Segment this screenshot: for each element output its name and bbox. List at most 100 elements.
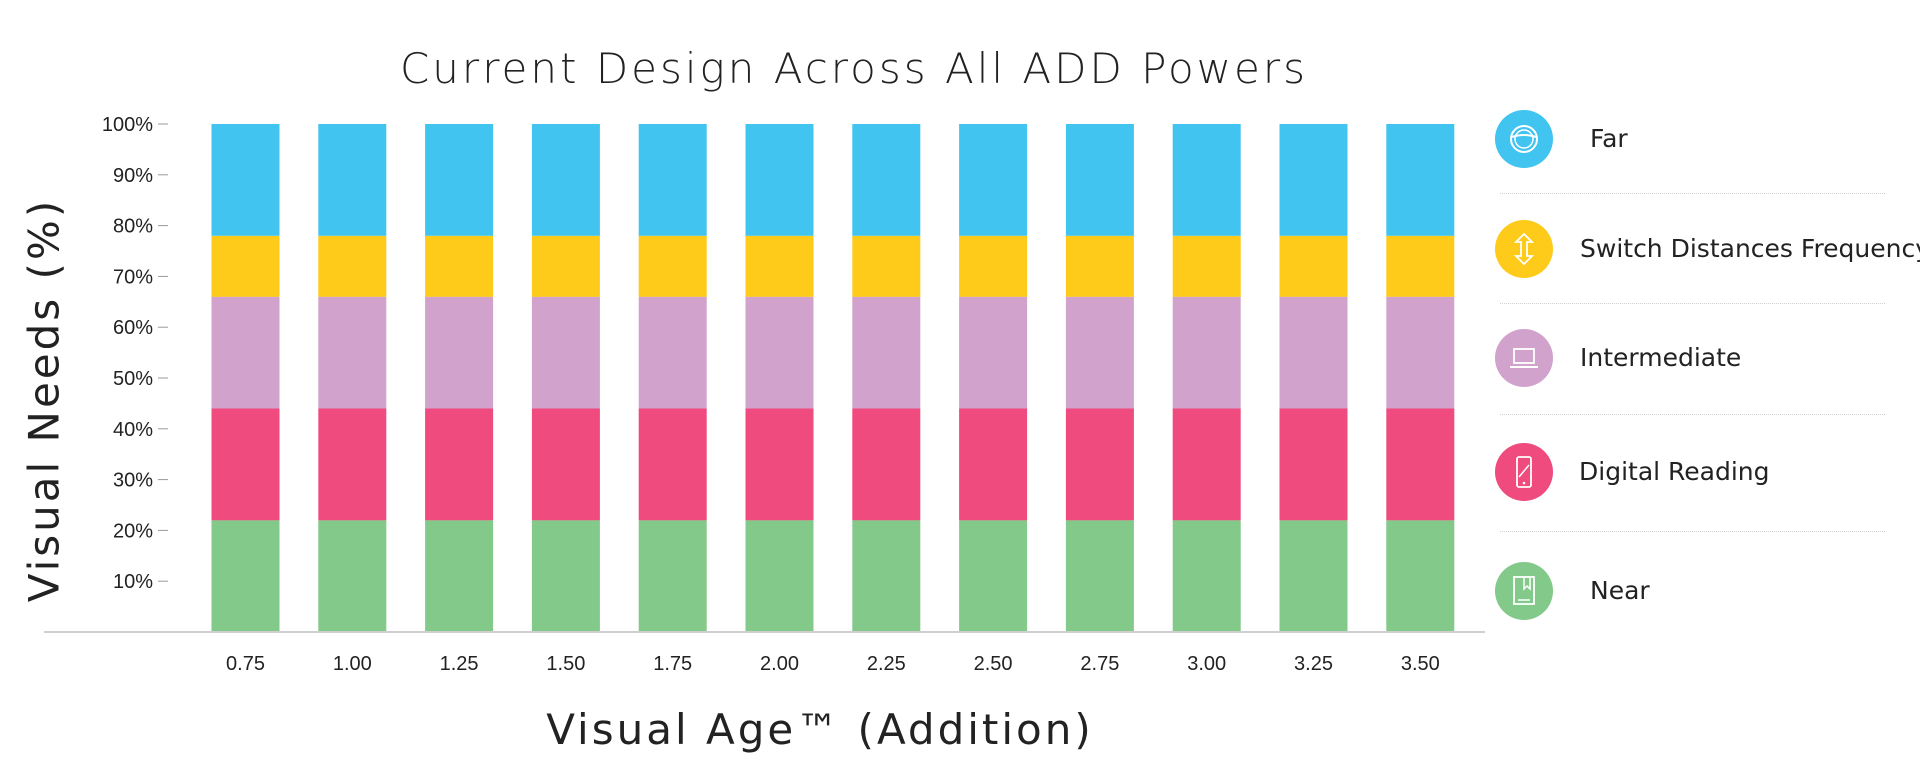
- bar-segment-switch-distances-frequency-3-25: [1279, 235, 1348, 297]
- bar-segment-far-2-75: [1065, 124, 1134, 236]
- bar-segment-switch-distances-frequency-1-25: [425, 235, 494, 297]
- legend-label: Near: [1590, 576, 1650, 605]
- bar-segment-digital-reading-1-00: [318, 408, 387, 521]
- bar-segment-near-2-75: [1065, 520, 1134, 632]
- bar-segment-far-1-25: [425, 124, 494, 236]
- bar-segment-near-2-25: [852, 520, 921, 632]
- bar-segment-near-0-75: [211, 520, 280, 632]
- bar-segment-intermediate-1-75: [638, 296, 707, 409]
- x-tick-label: 1.00: [333, 653, 372, 675]
- bar-segment-digital-reading-1-25: [425, 408, 494, 521]
- bar-segment-intermediate-2-00: [745, 296, 814, 409]
- legend-separator: [1500, 193, 1885, 194]
- y-tick-label: 60%: [113, 317, 153, 339]
- book-icon: [1495, 562, 1553, 620]
- bar-segment-intermediate-2-25: [852, 296, 921, 409]
- bar-segment-near-1-75: [638, 520, 707, 632]
- x-tick-label: 0.75: [226, 653, 265, 675]
- bar-segment-digital-reading-2-50: [959, 408, 1028, 521]
- steering-wheel-icon: [1495, 110, 1553, 168]
- x-tick-label: 2.50: [974, 653, 1013, 675]
- bar-segment-intermediate-1-25: [425, 296, 494, 409]
- bar-segment-switch-distances-frequency-3-50: [1386, 235, 1455, 297]
- legend-separator: [1500, 530, 1885, 532]
- bar-segment-switch-distances-frequency-1-50: [531, 235, 600, 297]
- bar-segment-far-1-50: [531, 124, 600, 236]
- y-tick-label: 30%: [113, 470, 153, 492]
- x-tick-label: 3.25: [1294, 653, 1333, 675]
- bar-segment-far-2-50: [959, 124, 1028, 236]
- legend-label: Intermediate: [1580, 343, 1742, 372]
- x-tick-label: 1.25: [440, 653, 479, 675]
- bar-segment-switch-distances-frequency-2-25: [852, 235, 921, 297]
- bar-segment-intermediate-0-75: [211, 296, 280, 409]
- x-tick-label: 1.50: [546, 653, 585, 675]
- bar-segment-far-3-50: [1386, 124, 1455, 236]
- bar-segment-switch-distances-frequency-0-75: [211, 235, 280, 297]
- laptop-icon: [1495, 329, 1553, 387]
- y-tick-label: 100%: [102, 114, 153, 136]
- bar-segment-intermediate-3-50: [1386, 296, 1455, 409]
- bar-segment-intermediate-1-00: [318, 296, 387, 409]
- bar-segment-switch-distances-frequency-1-00: [318, 235, 387, 297]
- bar-segment-switch-distances-frequency-2-00: [745, 235, 814, 297]
- smartphone-icon: [1495, 443, 1553, 501]
- legend-label: Digital Reading: [1579, 457, 1770, 486]
- bar-segment-far-0-75: [211, 124, 280, 236]
- x-tick-label: 1.75: [653, 653, 692, 675]
- bar-segment-near-2-50: [959, 520, 1028, 632]
- x-tick-label: 3.00: [1187, 653, 1226, 675]
- legend-item-intermediate: Intermediate: [1495, 329, 1885, 389]
- bar-segment-digital-reading-1-75: [638, 408, 707, 521]
- legend-separator: [1500, 302, 1885, 304]
- stacked-bar-chart: 10% 20% 30% 40% 50% 60% 70% 80% 90% 100% 0.75 1.00…: [44, 114, 1485, 675]
- y-tick-label: 20%: [113, 520, 153, 542]
- bar-segment-switch-distances-frequency-3-00: [1172, 235, 1241, 297]
- bar-segment-near-2-00: [745, 520, 814, 632]
- x-tick-label: 2.00: [760, 653, 799, 675]
- bar-segment-digital-reading-3-00: [1172, 408, 1241, 521]
- y-tick-label: 80%: [113, 216, 153, 238]
- bar-segment-digital-reading-0-75: [211, 408, 280, 521]
- bar-segment-intermediate-2-50: [959, 296, 1028, 409]
- bar-segment-digital-reading-2-25: [852, 408, 921, 521]
- bar-segment-near-3-25: [1279, 520, 1348, 632]
- bar-segment-near-3-00: [1172, 520, 1241, 632]
- x-tick-label: 2.75: [1080, 653, 1119, 675]
- legend-item-switch-distances-frequency: Switch Distances Frequency: [1495, 220, 1920, 280]
- bar-segment-intermediate-3-25: [1279, 296, 1348, 409]
- bar-segment-far-1-75: [638, 124, 707, 236]
- bar-segment-digital-reading-3-50: [1386, 408, 1455, 521]
- bar-segment-far-1-00: [318, 124, 387, 236]
- y-tick-label: 40%: [113, 419, 153, 441]
- legend-item-far: Far: [1495, 110, 1885, 170]
- legend-item-digital-reading: Digital Reading: [1495, 443, 1885, 503]
- bar-segment-far-2-25: [852, 124, 921, 236]
- legend-label: Switch Distances Frequency: [1580, 234, 1920, 263]
- bar-segment-switch-distances-frequency-2-75: [1065, 235, 1134, 297]
- y-tick-label: 90%: [113, 165, 153, 187]
- bar-segment-far-3-00: [1172, 124, 1241, 236]
- bar-segment-near-3-50: [1386, 520, 1455, 632]
- legend-item-near: Near: [1495, 562, 1885, 622]
- bar-segment-digital-reading-2-00: [745, 408, 814, 521]
- bar-segment-intermediate-2-75: [1065, 296, 1134, 409]
- bar-segment-near-1-00: [318, 520, 387, 632]
- x-axis-title: Visual Age™ (Addition): [546, 705, 1094, 754]
- y-tick-label: 70%: [113, 266, 153, 288]
- bar-segment-near-1-25: [425, 520, 494, 632]
- chart-title: Current Design Across All ADD Powers: [399, 44, 1309, 93]
- bar-segment-switch-distances-frequency-1-75: [638, 235, 707, 297]
- x-tick-label: 2.25: [867, 653, 906, 675]
- bar-segment-far-3-25: [1279, 124, 1348, 236]
- bar-segment-intermediate-1-50: [531, 296, 600, 409]
- y-tick-label: 10%: [113, 571, 153, 593]
- bar-segment-digital-reading-3-25: [1279, 408, 1348, 521]
- bar-segment-intermediate-3-00: [1172, 296, 1241, 409]
- bar-segment-digital-reading-1-50: [531, 408, 600, 521]
- up-down-arrows-icon: [1495, 220, 1553, 278]
- bar-segment-near-1-50: [531, 520, 600, 632]
- bar-segment-switch-distances-frequency-2-50: [959, 235, 1028, 297]
- y-tick-label: 50%: [113, 368, 153, 390]
- x-tick-label: 3.50: [1401, 653, 1440, 675]
